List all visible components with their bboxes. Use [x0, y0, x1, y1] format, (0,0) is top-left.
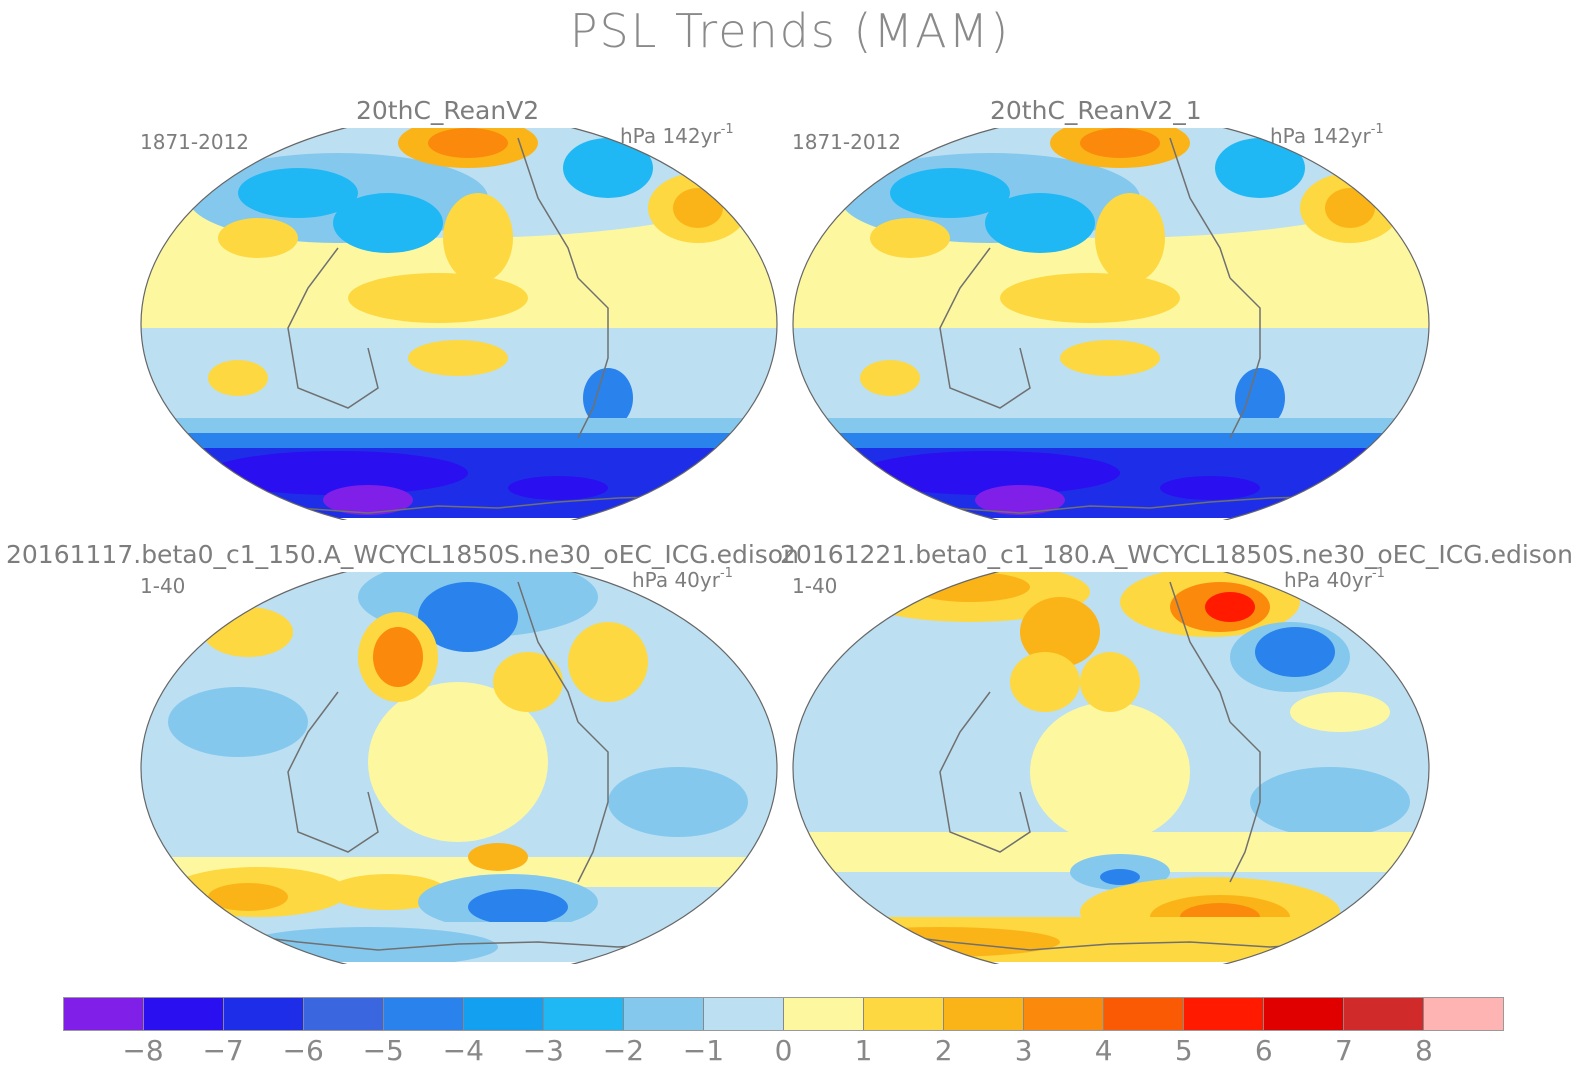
- map-panel-3: [140, 572, 778, 964]
- colorbar-tick-label: 1: [854, 1034, 873, 1067]
- colorbar-tick-label: 5: [1174, 1034, 1193, 1067]
- colorbar-swatch: [1184, 998, 1264, 1030]
- colorbar-swatch: [1264, 998, 1344, 1030]
- colorbar-tick-label: −8: [122, 1034, 164, 1067]
- colorbar-swatch: [144, 998, 224, 1030]
- colorbar-tick-label: 8: [1415, 1034, 1433, 1067]
- colorbar-swatch: [464, 998, 544, 1030]
- colorbar-tick-label: 0: [774, 1034, 793, 1067]
- colorbar-tick-label: 6: [1254, 1034, 1273, 1067]
- colorbar-swatch: [384, 998, 464, 1030]
- colorbar-swatch: [784, 998, 864, 1030]
- colorbar-swatch: [304, 998, 384, 1030]
- panel-2-units: hPa 142yr-1: [1270, 122, 1384, 148]
- colorbar-swatch: [1024, 998, 1104, 1030]
- colorbar-tick-label: 3: [1014, 1034, 1033, 1067]
- colorbar-tick-label: 7: [1334, 1034, 1353, 1067]
- colorbar-tick-label: −1: [682, 1034, 725, 1067]
- panel-3-units: hPa 40yr-1: [632, 566, 733, 592]
- colorbar-swatch: [864, 998, 944, 1030]
- map-panel-1: [140, 128, 778, 520]
- figure-title: PSL Trends (MAM): [569, 4, 1011, 58]
- panel-3-title: 20161117.beta0_c1_150.A_WCYCL1850S.ne30_…: [6, 540, 799, 569]
- colorbar-tick-label: −3: [522, 1034, 564, 1067]
- colorbar-swatch: [64, 998, 144, 1030]
- colorbar-swatch: [224, 998, 304, 1030]
- colorbar-swatch: [1104, 998, 1184, 1030]
- panel-4-title: 20161221.beta0_c1_180.A_WCYCL1850S.ne30_…: [780, 540, 1573, 569]
- panel-1-units: hPa 142yr-1: [620, 122, 734, 148]
- colorbar-swatch: [944, 998, 1024, 1030]
- panel-3-period: 1-40: [140, 574, 186, 598]
- panel-4-period: 1-40: [792, 574, 838, 598]
- panel-2-period: 1871-2012: [792, 130, 902, 154]
- map-panel-4: [792, 572, 1430, 964]
- colorbar-tick-label: −2: [602, 1034, 645, 1067]
- colorbar-tick-label: −7: [202, 1034, 244, 1067]
- colorbar-tick-label: −6: [282, 1034, 324, 1067]
- colorbar-swatch: [544, 998, 624, 1030]
- colorbar: [63, 997, 1504, 1031]
- colorbar-tick-label: 4: [1094, 1034, 1113, 1067]
- colorbar-swatch: [624, 998, 704, 1030]
- panel-2-title: 20thC_ReanV2_1: [990, 96, 1202, 125]
- panel-1-title: 20thC_ReanV2: [356, 96, 540, 125]
- colorbar-swatch: [704, 998, 784, 1030]
- panel-1-period: 1871-2012: [140, 130, 250, 154]
- panel-4-units: hPa 40yr-1: [1284, 566, 1385, 592]
- colorbar-tick-label: −5: [362, 1034, 404, 1067]
- colorbar-swatch: [1424, 998, 1503, 1030]
- colorbar-tick-label: 2: [934, 1034, 953, 1067]
- colorbar-tick-label: −4: [442, 1034, 484, 1067]
- map-panel-2: [792, 128, 1430, 520]
- colorbar-swatch: [1344, 998, 1424, 1030]
